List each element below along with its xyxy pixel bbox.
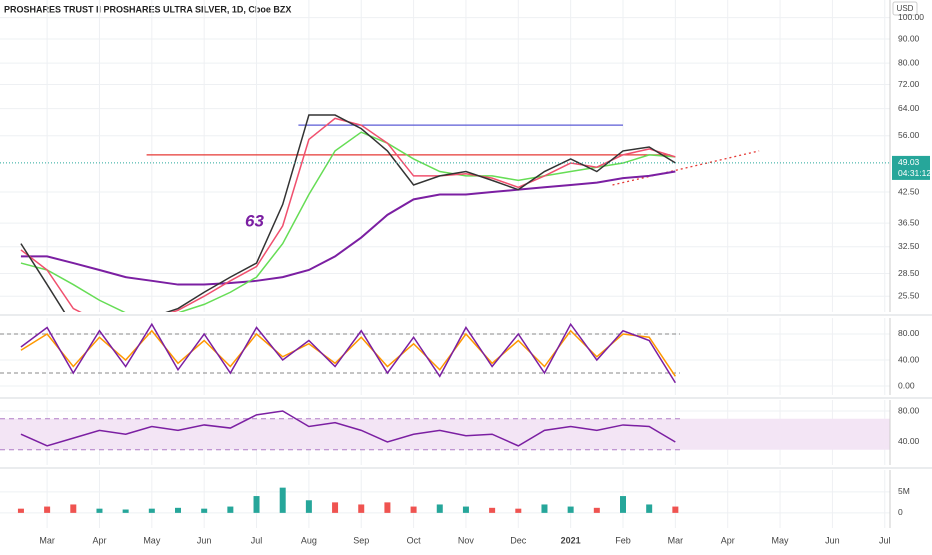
x-tick-label: Feb <box>615 535 631 545</box>
x-tick-label: Sep <box>353 535 369 545</box>
panel <box>0 470 890 528</box>
x-tick-label: Apr <box>721 535 735 545</box>
series-line <box>20 131 676 312</box>
y-tick-label: 56.00 <box>898 130 920 140</box>
y-tick-label: 42.50 <box>898 186 920 196</box>
series-line <box>20 329 676 377</box>
x-tick-label: May <box>143 535 161 545</box>
y-tick-label: 36.50 <box>898 217 920 227</box>
x-tick-label: Mar <box>39 535 55 545</box>
countdown: 04:31:12 <box>898 168 931 178</box>
x-tick-label: Apr <box>92 535 106 545</box>
x-tick-label: Jun <box>825 535 840 545</box>
y-tick-label: 80.00 <box>898 328 920 338</box>
series-line <box>20 410 676 447</box>
y-tick-label: 5M <box>898 486 910 496</box>
volume-bar <box>436 504 443 513</box>
panel <box>0 400 890 465</box>
y-tick-label: 64.00 <box>898 103 920 113</box>
series-line <box>20 117 676 312</box>
volume-bar <box>593 507 600 513</box>
panel <box>0 0 890 312</box>
series-line <box>20 170 676 286</box>
x-tick-label: Oct <box>407 535 422 545</box>
y-tick-label: 100.00 <box>898 12 924 22</box>
volume-bar <box>227 506 234 513</box>
y-tick-label: 90.00 <box>898 33 920 43</box>
volume-bar <box>279 487 286 513</box>
volume-bar <box>489 507 496 513</box>
last-price-box <box>892 155 930 180</box>
y-tick-label: 80.00 <box>898 57 920 67</box>
volume-bar <box>175 507 181 513</box>
volume-bar <box>148 508 155 513</box>
volume-bar <box>567 506 574 513</box>
volume-bar <box>462 506 469 513</box>
currency-box <box>892 1 918 16</box>
y-tick-label: 0 <box>898 507 903 517</box>
volume-bar <box>44 506 51 513</box>
annotation: 63 <box>245 211 264 230</box>
last-price: 49.03 <box>898 157 920 167</box>
trend-line <box>612 150 760 186</box>
x-tick-label: Jul <box>251 535 263 545</box>
volume-bar <box>358 504 365 513</box>
x-tick-label: Mar <box>668 535 684 545</box>
volume-bar <box>332 502 339 513</box>
x-tick-label: Dec <box>510 535 527 545</box>
volume-bar <box>253 496 260 513</box>
volume-bar <box>410 506 417 513</box>
volume-bar <box>17 508 24 513</box>
currency: USD <box>897 4 914 13</box>
x-tick-label: Aug <box>301 535 317 545</box>
volume-bar <box>201 508 208 513</box>
x-tick-label: May <box>772 535 790 545</box>
volume-bar <box>646 504 653 513</box>
chart-title: PROSHARES TRUST II PROSHARES ULTRA SILVE… <box>4 4 291 14</box>
x-tick-label: 2021 <box>561 535 581 545</box>
volume-bar <box>384 502 391 513</box>
volume-bar <box>122 509 129 513</box>
volume-bar <box>541 504 548 513</box>
x-tick-label: Jul <box>879 535 891 545</box>
y-tick-label: 25.50 <box>898 290 920 300</box>
volume-bar <box>620 496 626 513</box>
y-tick-label: 32.50 <box>898 241 920 251</box>
y-tick-label: 28.50 <box>898 268 920 278</box>
panel <box>0 318 890 395</box>
y-tick-label: 40.00 <box>898 436 920 446</box>
rsi-band <box>0 418 890 450</box>
volume-bar <box>515 508 522 513</box>
x-tick-label: Jun <box>197 535 212 545</box>
x-tick-label: Nov <box>458 535 475 545</box>
volume-bar <box>672 506 679 513</box>
volume-bar <box>305 500 312 513</box>
y-tick-label: 72.00 <box>898 79 920 89</box>
y-tick-label: 80.00 <box>898 405 920 415</box>
volume-bar <box>70 504 77 513</box>
volume-bar <box>96 508 103 513</box>
y-tick-label: 0.00 <box>898 380 915 390</box>
series-line <box>20 114 676 312</box>
series-line <box>20 322 676 384</box>
y-tick-label: 40.00 <box>898 354 920 364</box>
